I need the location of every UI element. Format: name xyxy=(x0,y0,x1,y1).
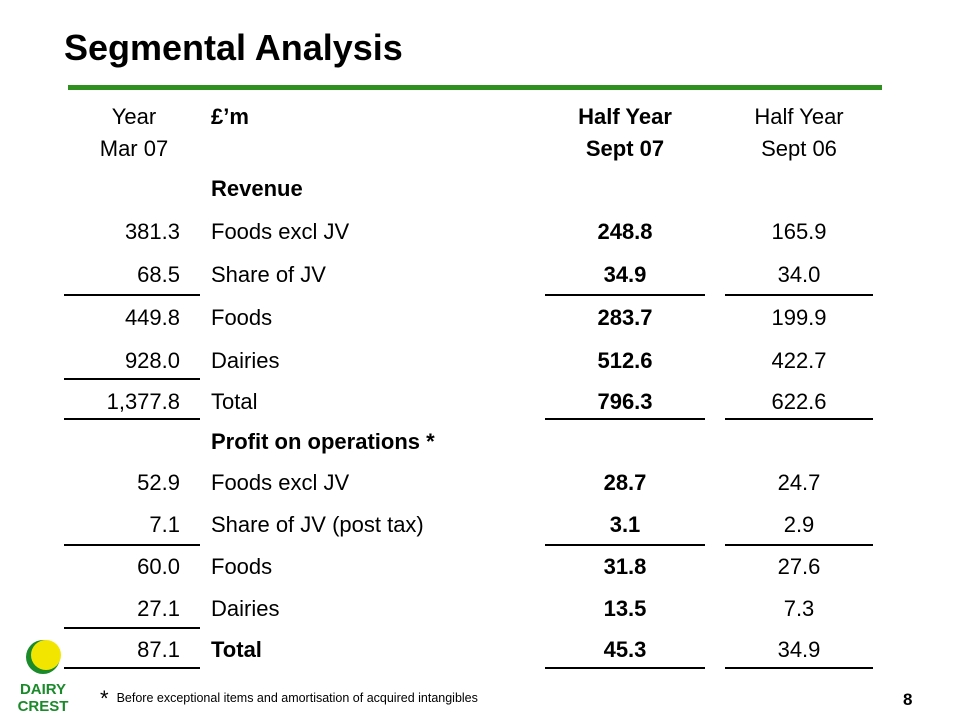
cell-label: Total xyxy=(211,389,258,414)
dairy-crest-logo: DAIRY CREST xyxy=(18,640,69,715)
cell-year-mar07: 87.1 xyxy=(137,637,180,662)
header-hy06-line1: Half Year xyxy=(754,104,844,129)
cell-half-year-sept07: 45.3 xyxy=(603,637,647,662)
cell-year-mar07: 449.8 xyxy=(124,305,180,330)
cell-label: Share of JV xyxy=(211,262,326,287)
footnote-marker: * xyxy=(100,686,109,711)
logo-text-line1: DAIRY xyxy=(20,681,66,698)
cell-year-mar07: 928.0 xyxy=(124,348,180,373)
page-number: 8 xyxy=(903,690,913,709)
subtotal-rule xyxy=(545,294,705,296)
cell-half-year-sept07: 34.9 xyxy=(603,262,647,287)
cell-half-year-sept06: 165.9 xyxy=(771,219,827,244)
cell-half-year-sept06: 2.9 xyxy=(783,512,815,537)
header-year-line2: Mar 07 xyxy=(99,136,169,161)
subtotal-rule xyxy=(64,378,200,380)
total-rule xyxy=(725,667,873,669)
table-row: 1,377.8 Total 796.3 622.6 xyxy=(0,381,960,423)
cell-label: Foods xyxy=(211,554,273,579)
page-title: Segmental Analysis xyxy=(64,27,403,68)
header-hy07-line1: Half Year xyxy=(578,104,672,129)
header-hy06-line2: Sept 06 xyxy=(761,136,837,161)
cell-half-year-sept06: 34.9 xyxy=(777,637,821,662)
header-hy07-line2: Sept 07 xyxy=(585,136,665,161)
table-row: 928.0 Dairies 512.6 422.7 xyxy=(0,340,960,382)
cell-label: Foods excl JV xyxy=(211,470,350,495)
cell-half-year-sept06: 34.0 xyxy=(777,262,821,287)
cell-half-year-sept07: 31.8 xyxy=(603,554,647,579)
total-rule xyxy=(545,667,705,669)
total-rule xyxy=(545,418,705,420)
cell-half-year-sept06: 27.6 xyxy=(777,554,821,579)
table-row: 449.8 Foods 283.7 199.9 xyxy=(0,297,960,339)
header-year-line1: Year xyxy=(111,104,157,129)
cell-year-mar07: 7.1 xyxy=(149,512,180,537)
header-half-year-sept06: Half Year Sept 06 xyxy=(725,101,873,165)
table-row: 27.1 Dairies 13.5 7.3 xyxy=(0,588,960,630)
table-row-total: 87.1 Total 45.3 34.9 xyxy=(0,629,960,671)
cell-half-year-sept07: 13.5 xyxy=(603,596,647,621)
cell-half-year-sept07: 28.7 xyxy=(603,470,647,495)
cell-label: Foods excl JV xyxy=(211,219,350,244)
subtotal-rule xyxy=(725,294,873,296)
title-underline xyxy=(68,85,882,90)
section-label: Revenue xyxy=(211,176,303,201)
total-rule xyxy=(64,418,200,420)
cell-year-mar07: 1,377.8 xyxy=(106,389,180,414)
subtotal-rule xyxy=(64,294,200,296)
cell-half-year-sept07: 283.7 xyxy=(597,305,653,330)
subtotal-rule xyxy=(64,627,200,629)
cell-label: Dairies xyxy=(211,348,280,373)
cell-label: Dairies xyxy=(211,596,280,621)
cell-half-year-sept06: 7.3 xyxy=(783,596,815,621)
cell-year-mar07: 60.0 xyxy=(137,554,180,579)
cell-half-year-sept06: 622.6 xyxy=(771,389,827,414)
cell-half-year-sept06: 199.9 xyxy=(771,305,827,330)
total-rule xyxy=(64,667,200,669)
table-row: 60.0 Foods 31.8 27.6 xyxy=(0,546,960,588)
cell-label: Total xyxy=(211,637,262,662)
cell-year-mar07: 381.3 xyxy=(124,219,180,244)
footnote: * Before exceptional items and amortisati… xyxy=(100,686,478,711)
table-row-section-profit: Profit on operations * xyxy=(0,421,960,463)
cell-label: Share of JV (post tax) xyxy=(211,512,424,537)
table-row: 7.1 Share of JV (post tax) 3.1 2.9 xyxy=(0,504,960,546)
table-row: 52.9 Foods excl JV 28.7 24.7 xyxy=(0,462,960,504)
table-row: 381.3 Foods excl JV 248.8 165.9 xyxy=(0,211,960,253)
cell-half-year-sept07: 512.6 xyxy=(597,348,653,373)
header-units: £’m xyxy=(211,104,249,129)
logo-sun xyxy=(31,640,61,670)
cell-half-year-sept07: 248.8 xyxy=(597,219,653,244)
header-half-year-sept07: Half Year Sept 07 xyxy=(545,101,705,165)
cell-label: Foods xyxy=(211,305,273,330)
subtotal-rule xyxy=(545,544,705,546)
subtotal-rule xyxy=(725,544,873,546)
cell-year-mar07: 27.1 xyxy=(137,596,180,621)
cell-half-year-sept07: 3.1 xyxy=(609,512,641,537)
header-year-mar07: Year Mar 07 xyxy=(64,101,204,165)
logo-text-line2: CREST xyxy=(18,698,69,715)
table-row-section-revenue: Revenue xyxy=(0,168,960,210)
section-label: Profit on operations * xyxy=(211,429,435,454)
cell-half-year-sept06: 422.7 xyxy=(771,348,827,373)
footnote-text: Before exceptional items and amortisatio… xyxy=(116,691,478,705)
cell-year-mar07: 52.9 xyxy=(137,470,180,495)
total-rule xyxy=(725,418,873,420)
subtotal-rule xyxy=(64,544,200,546)
cell-half-year-sept07: 796.3 xyxy=(597,389,653,414)
table-row: 68.5 Share of JV 34.9 34.0 xyxy=(0,254,960,296)
cell-year-mar07: 68.5 xyxy=(137,262,180,287)
cell-half-year-sept06: 24.7 xyxy=(777,470,821,495)
